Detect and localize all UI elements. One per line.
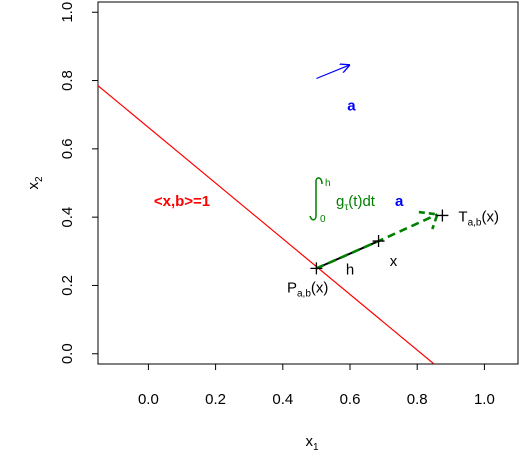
constraint-label: <x,b>=1 bbox=[154, 193, 210, 210]
y-tick-label: 0.0 bbox=[59, 343, 76, 364]
x-tick-label: 0.2 bbox=[205, 391, 226, 408]
integral-lower: 0 bbox=[320, 214, 326, 225]
integral-vector: a bbox=[395, 193, 404, 210]
integral-sign-icon bbox=[309, 177, 323, 221]
y-tick-label: 0.2 bbox=[59, 275, 76, 296]
y-tick-label: 1.0 bbox=[59, 2, 76, 23]
x-tick-label: 0.8 bbox=[407, 391, 428, 408]
x-tick-label: 1.0 bbox=[474, 391, 495, 408]
point-marker bbox=[436, 209, 449, 222]
y-tick-label: 0.6 bbox=[59, 138, 76, 159]
integral-annotation: h 0 gτ(t)dt a bbox=[309, 177, 404, 225]
direction-label: a bbox=[347, 97, 356, 114]
x-tick-label: 0.6 bbox=[340, 391, 361, 408]
point-marker bbox=[372, 235, 385, 248]
point-x-label: x bbox=[390, 253, 398, 270]
point-marker bbox=[310, 262, 323, 275]
point-p-label: Pa,b(x) bbox=[287, 279, 328, 299]
x-axis-label: x1 bbox=[305, 433, 319, 453]
point-markers bbox=[310, 209, 449, 275]
segment-h-label: h bbox=[346, 261, 354, 278]
integral-upper: h bbox=[325, 178, 331, 189]
point-t-label: Ta,b(x) bbox=[458, 208, 499, 228]
constraint-line bbox=[98, 85, 435, 364]
x-tick-label: 0.0 bbox=[138, 391, 159, 408]
y-axis: 0.0 0.2 0.4 0.6 0.8 1.0 bbox=[59, 2, 99, 364]
y-tick-label: 0.4 bbox=[59, 207, 76, 228]
y-tick-label: 0.8 bbox=[59, 70, 76, 91]
direction-arrow bbox=[316, 65, 350, 80]
integral-body: gτ(t)dt bbox=[336, 193, 376, 213]
x-axis: 0.0 0.2 0.4 0.6 0.8 1.0 bbox=[138, 363, 495, 408]
y-axis-label: x2 bbox=[25, 176, 45, 190]
x-tick-label: 0.4 bbox=[272, 391, 293, 408]
